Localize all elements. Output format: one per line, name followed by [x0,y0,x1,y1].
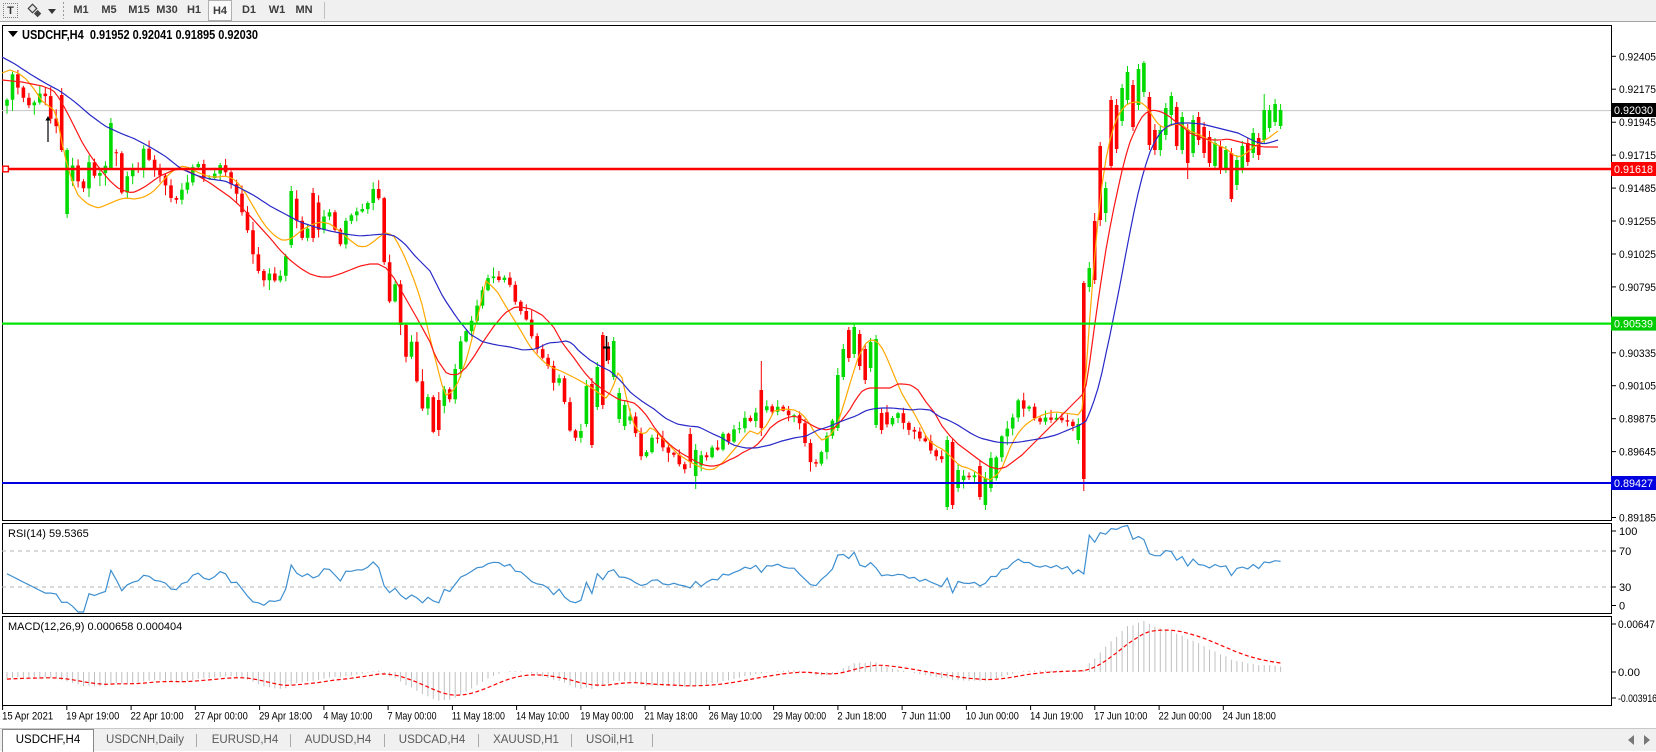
svg-text:29 May 00:00: 29 May 00:00 [773,711,826,723]
svg-text:10 Jun 00:00: 10 Jun 00:00 [966,711,1019,723]
svg-text:0.90795: 0.90795 [1619,282,1656,294]
svg-text:22 Apr 10:00: 22 Apr 10:00 [131,711,184,723]
svg-text:70: 70 [1619,546,1631,558]
svg-text:0.89427: 0.89427 [1614,478,1653,490]
svg-text:0.90335: 0.90335 [1619,348,1656,360]
svg-text:14 May 10:00: 14 May 10:00 [516,711,569,723]
svg-text:7 May 00:00: 7 May 00:00 [388,711,437,723]
svg-text:14 Jun 19:00: 14 Jun 19:00 [1030,711,1083,723]
svg-text:30: 30 [1619,582,1631,594]
svg-text:0.89875: 0.89875 [1619,414,1656,426]
svg-text:19 Apr 19:00: 19 Apr 19:00 [66,711,119,723]
svg-text:0.91945: 0.91945 [1619,117,1656,129]
svg-text:0.00647: 0.00647 [1618,619,1655,631]
svg-text:0.91485: 0.91485 [1619,183,1656,195]
svg-text:26 May 10:00: 26 May 10:00 [709,711,762,723]
svg-text:100: 100 [1619,526,1637,538]
svg-text:USDCHF,H4 0.91952 0.92041 0.9: USDCHF,H4 0.91952 0.92041 0.91895 0.9203… [22,28,258,42]
svg-text:19 May 00:00: 19 May 00:00 [580,711,633,723]
svg-text:24 Jun 18:00: 24 Jun 18:00 [1223,711,1276,723]
svg-text:0.91255: 0.91255 [1619,216,1656,228]
svg-text:0.91618: 0.91618 [1614,164,1653,176]
svg-text:0.92405: 0.92405 [1619,51,1656,63]
svg-text:MACD(12,26,9) 0.000658 0.00040: MACD(12,26,9) 0.000658 0.000404 [8,621,182,633]
svg-text:0.91025: 0.91025 [1619,249,1656,261]
svg-text:0.89645: 0.89645 [1619,447,1656,459]
svg-text:11 May 18:00: 11 May 18:00 [452,711,505,723]
svg-text:17 Jun 10:00: 17 Jun 10:00 [1094,711,1147,723]
svg-text:7 Jun 11:00: 7 Jun 11:00 [902,711,951,723]
svg-text:4 May 10:00: 4 May 10:00 [323,711,372,723]
svg-text:21 May 18:00: 21 May 18:00 [645,711,698,723]
svg-text:2 Jun 18:00: 2 Jun 18:00 [837,711,886,723]
svg-text:0.89185: 0.89185 [1619,513,1656,525]
svg-text:0.92030: 0.92030 [1614,105,1653,117]
svg-text:0.91715: 0.91715 [1619,150,1656,162]
svg-text:RSI(14) 59.5365: RSI(14) 59.5365 [8,528,89,540]
svg-text:-0.003916: -0.003916 [1618,693,1656,705]
svg-text:0.90105: 0.90105 [1619,381,1656,393]
svg-text:29 Apr 18:00: 29 Apr 18:00 [259,711,312,723]
svg-text:0: 0 [1619,601,1625,613]
svg-text:0.92175: 0.92175 [1619,84,1656,96]
svg-text:0.90539: 0.90539 [1614,319,1653,331]
svg-text:15 Apr 2021: 15 Apr 2021 [2,711,53,723]
svg-text:22 Jun 00:00: 22 Jun 00:00 [1159,711,1212,723]
svg-text:27 Apr 00:00: 27 Apr 00:00 [195,711,248,723]
svg-text:0.00: 0.00 [1618,667,1640,679]
